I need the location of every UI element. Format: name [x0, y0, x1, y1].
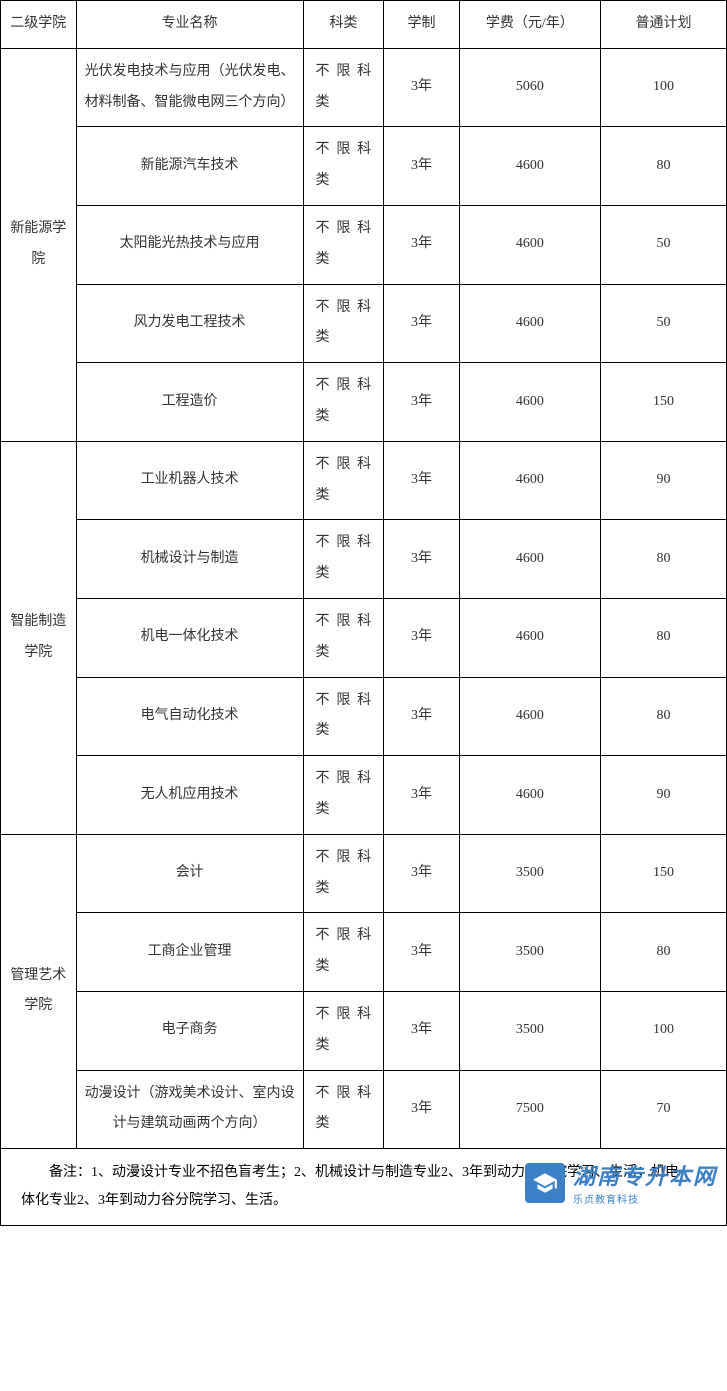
major-cell: 新能源汽车技术	[76, 127, 303, 206]
fee-cell: 4600	[459, 127, 600, 206]
category-cell: 不限科类	[303, 48, 384, 127]
duration-cell: 3年	[384, 913, 460, 992]
duration-cell: 3年	[384, 756, 460, 835]
plan-cell: 80	[600, 677, 726, 756]
duration-cell: 3年	[384, 598, 460, 677]
category-cell: 不限科类	[303, 284, 384, 363]
category-cell: 不限科类	[303, 756, 384, 835]
fee-cell: 4600	[459, 520, 600, 599]
category-cell: 不限科类	[303, 991, 384, 1070]
major-cell: 风力发电工程技术	[76, 284, 303, 363]
duration-cell: 3年	[384, 1070, 460, 1149]
plan-cell: 50	[600, 205, 726, 284]
watermark-sub: 乐贞教育科技	[573, 1191, 717, 1206]
category-cell: 不限科类	[303, 677, 384, 756]
dept-cell: 智能制造学院	[1, 441, 77, 834]
dept-cell: 新能源学院	[1, 48, 77, 441]
category-cell: 不限科类	[303, 363, 384, 442]
table-row: 电子商务不限科类3年3500100	[1, 991, 727, 1070]
table-row: 太阳能光热技术与应用不限科类3年460050	[1, 205, 727, 284]
major-cell: 工程造价	[76, 363, 303, 442]
category-cell: 不限科类	[303, 913, 384, 992]
plan-cell: 150	[600, 363, 726, 442]
table-row: 智能制造学院工业机器人技术不限科类3年460090	[1, 441, 727, 520]
header-plan: 普通计划	[600, 1, 726, 49]
plan-cell: 150	[600, 834, 726, 913]
duration-cell: 3年	[384, 991, 460, 1070]
category-cell: 不限科类	[303, 1070, 384, 1149]
plan-cell: 80	[600, 127, 726, 206]
category-cell: 不限科类	[303, 205, 384, 284]
table-row: 工程造价不限科类3年4600150	[1, 363, 727, 442]
duration-cell: 3年	[384, 127, 460, 206]
duration-cell: 3年	[384, 363, 460, 442]
category-cell: 不限科类	[303, 520, 384, 599]
major-cell: 机电一体化技术	[76, 598, 303, 677]
fee-cell: 3500	[459, 991, 600, 1070]
dept-cell: 管理艺术学院	[1, 834, 77, 1148]
plan-cell: 100	[600, 48, 726, 127]
fee-cell: 3500	[459, 913, 600, 992]
table-row: 机械设计与制造不限科类3年460080	[1, 520, 727, 599]
category-cell: 不限科类	[303, 598, 384, 677]
duration-cell: 3年	[384, 48, 460, 127]
table-row: 新能源学院光伏发电技术与应用（光伏发电、材料制备、智能微电网三个方向）不限科类3…	[1, 48, 727, 127]
duration-cell: 3年	[384, 441, 460, 520]
major-cell: 电气自动化技术	[76, 677, 303, 756]
duration-cell: 3年	[384, 520, 460, 599]
header-category: 科类	[303, 1, 384, 49]
graduation-cap-icon	[525, 1163, 565, 1203]
fee-cell: 7500	[459, 1070, 600, 1149]
major-cell: 电子商务	[76, 991, 303, 1070]
plan-cell: 70	[600, 1070, 726, 1149]
enrollment-table: 二级学院专业名称科类学制学费（元/年）普通计划新能源学院光伏发电技术与应用（光伏…	[0, 0, 727, 1149]
header-duration: 学制	[384, 1, 460, 49]
table-row: 工商企业管理不限科类3年350080	[1, 913, 727, 992]
fee-cell: 4600	[459, 756, 600, 835]
plan-cell: 90	[600, 441, 726, 520]
fee-cell: 4600	[459, 284, 600, 363]
plan-cell: 80	[600, 913, 726, 992]
fee-cell: 4600	[459, 205, 600, 284]
watermark-main: 湖南专升本网	[573, 1159, 717, 1191]
category-cell: 不限科类	[303, 127, 384, 206]
table-row: 管理艺术学院会计不限科类3年3500150	[1, 834, 727, 913]
watermark-text: 湖南专升本网 乐贞教育科技	[573, 1159, 717, 1206]
plan-cell: 80	[600, 520, 726, 599]
table-row: 新能源汽车技术不限科类3年460080	[1, 127, 727, 206]
duration-cell: 3年	[384, 205, 460, 284]
duration-cell: 3年	[384, 284, 460, 363]
fee-cell: 4600	[459, 598, 600, 677]
fee-cell: 3500	[459, 834, 600, 913]
category-cell: 不限科类	[303, 441, 384, 520]
major-cell: 工商企业管理	[76, 913, 303, 992]
major-cell: 太阳能光热技术与应用	[76, 205, 303, 284]
major-cell: 会计	[76, 834, 303, 913]
duration-cell: 3年	[384, 677, 460, 756]
fee-cell: 4600	[459, 441, 600, 520]
plan-cell: 50	[600, 284, 726, 363]
plan-cell: 80	[600, 598, 726, 677]
table-row: 风力发电工程技术不限科类3年460050	[1, 284, 727, 363]
header-dept: 二级学院	[1, 1, 77, 49]
plan-cell: 90	[600, 756, 726, 835]
header-major: 专业名称	[76, 1, 303, 49]
table-row: 电气自动化技术不限科类3年460080	[1, 677, 727, 756]
category-cell: 不限科类	[303, 834, 384, 913]
duration-cell: 3年	[384, 834, 460, 913]
table-row: 动漫设计（游戏美术设计、室内设计与建筑动画两个方向）不限科类3年750070	[1, 1070, 727, 1149]
plan-cell: 100	[600, 991, 726, 1070]
fee-cell: 4600	[459, 677, 600, 756]
fee-cell: 5060	[459, 48, 600, 127]
header-fee: 学费（元/年）	[459, 1, 600, 49]
table-row: 无人机应用技术不限科类3年460090	[1, 756, 727, 835]
table-row: 机电一体化技术不限科类3年460080	[1, 598, 727, 677]
major-cell: 光伏发电技术与应用（光伏发电、材料制备、智能微电网三个方向）	[76, 48, 303, 127]
major-cell: 无人机应用技术	[76, 756, 303, 835]
major-cell: 机械设计与制造	[76, 520, 303, 599]
watermark: 湖南专升本网 乐贞教育科技	[525, 1159, 717, 1206]
fee-cell: 4600	[459, 363, 600, 442]
major-cell: 工业机器人技术	[76, 441, 303, 520]
major-cell: 动漫设计（游戏美术设计、室内设计与建筑动画两个方向）	[76, 1070, 303, 1149]
